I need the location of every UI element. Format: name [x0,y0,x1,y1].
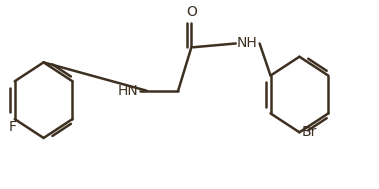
Text: HN: HN [117,84,138,98]
Text: Br: Br [301,125,317,139]
Text: O: O [186,5,197,19]
Text: F: F [9,120,17,134]
Text: NH: NH [237,36,258,50]
